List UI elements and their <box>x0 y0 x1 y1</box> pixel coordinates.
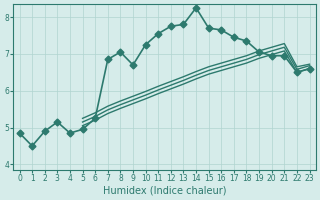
X-axis label: Humidex (Indice chaleur): Humidex (Indice chaleur) <box>103 186 226 196</box>
